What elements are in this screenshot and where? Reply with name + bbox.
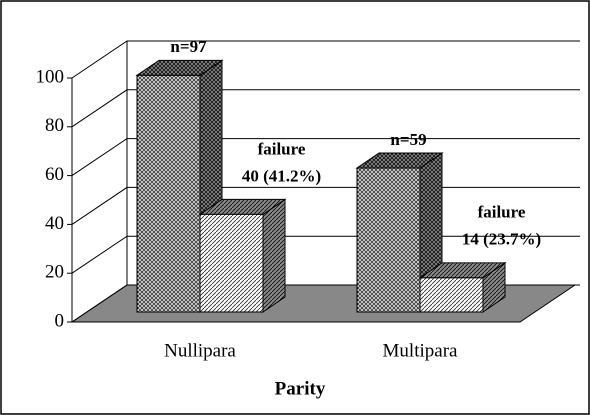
y-tick-label: 60 (45, 164, 64, 185)
bar (199, 213, 264, 313)
data-label: n=59 (390, 130, 426, 149)
x-tick-label: Nullipara (164, 340, 236, 361)
series-label: failure (478, 203, 526, 222)
y-tick-label: 80 (45, 115, 64, 136)
y-tick-label: 40 (45, 213, 64, 234)
data-label: 14 (23.7%) (462, 230, 541, 249)
data-label: 40 (41.2%) (242, 166, 321, 185)
bar (356, 167, 421, 313)
y-tick-label: 100 (36, 66, 65, 87)
series-label: failure (258, 139, 306, 158)
x-axis-label: Parity (275, 378, 326, 399)
y-tick-label: 0 (55, 310, 65, 331)
x-tick-label: Multipara (383, 340, 458, 361)
bar-side (262, 198, 286, 313)
y-tick-label: 20 (45, 262, 64, 283)
bar (136, 74, 201, 313)
bar (419, 277, 484, 313)
data-label: n=97 (170, 37, 207, 56)
